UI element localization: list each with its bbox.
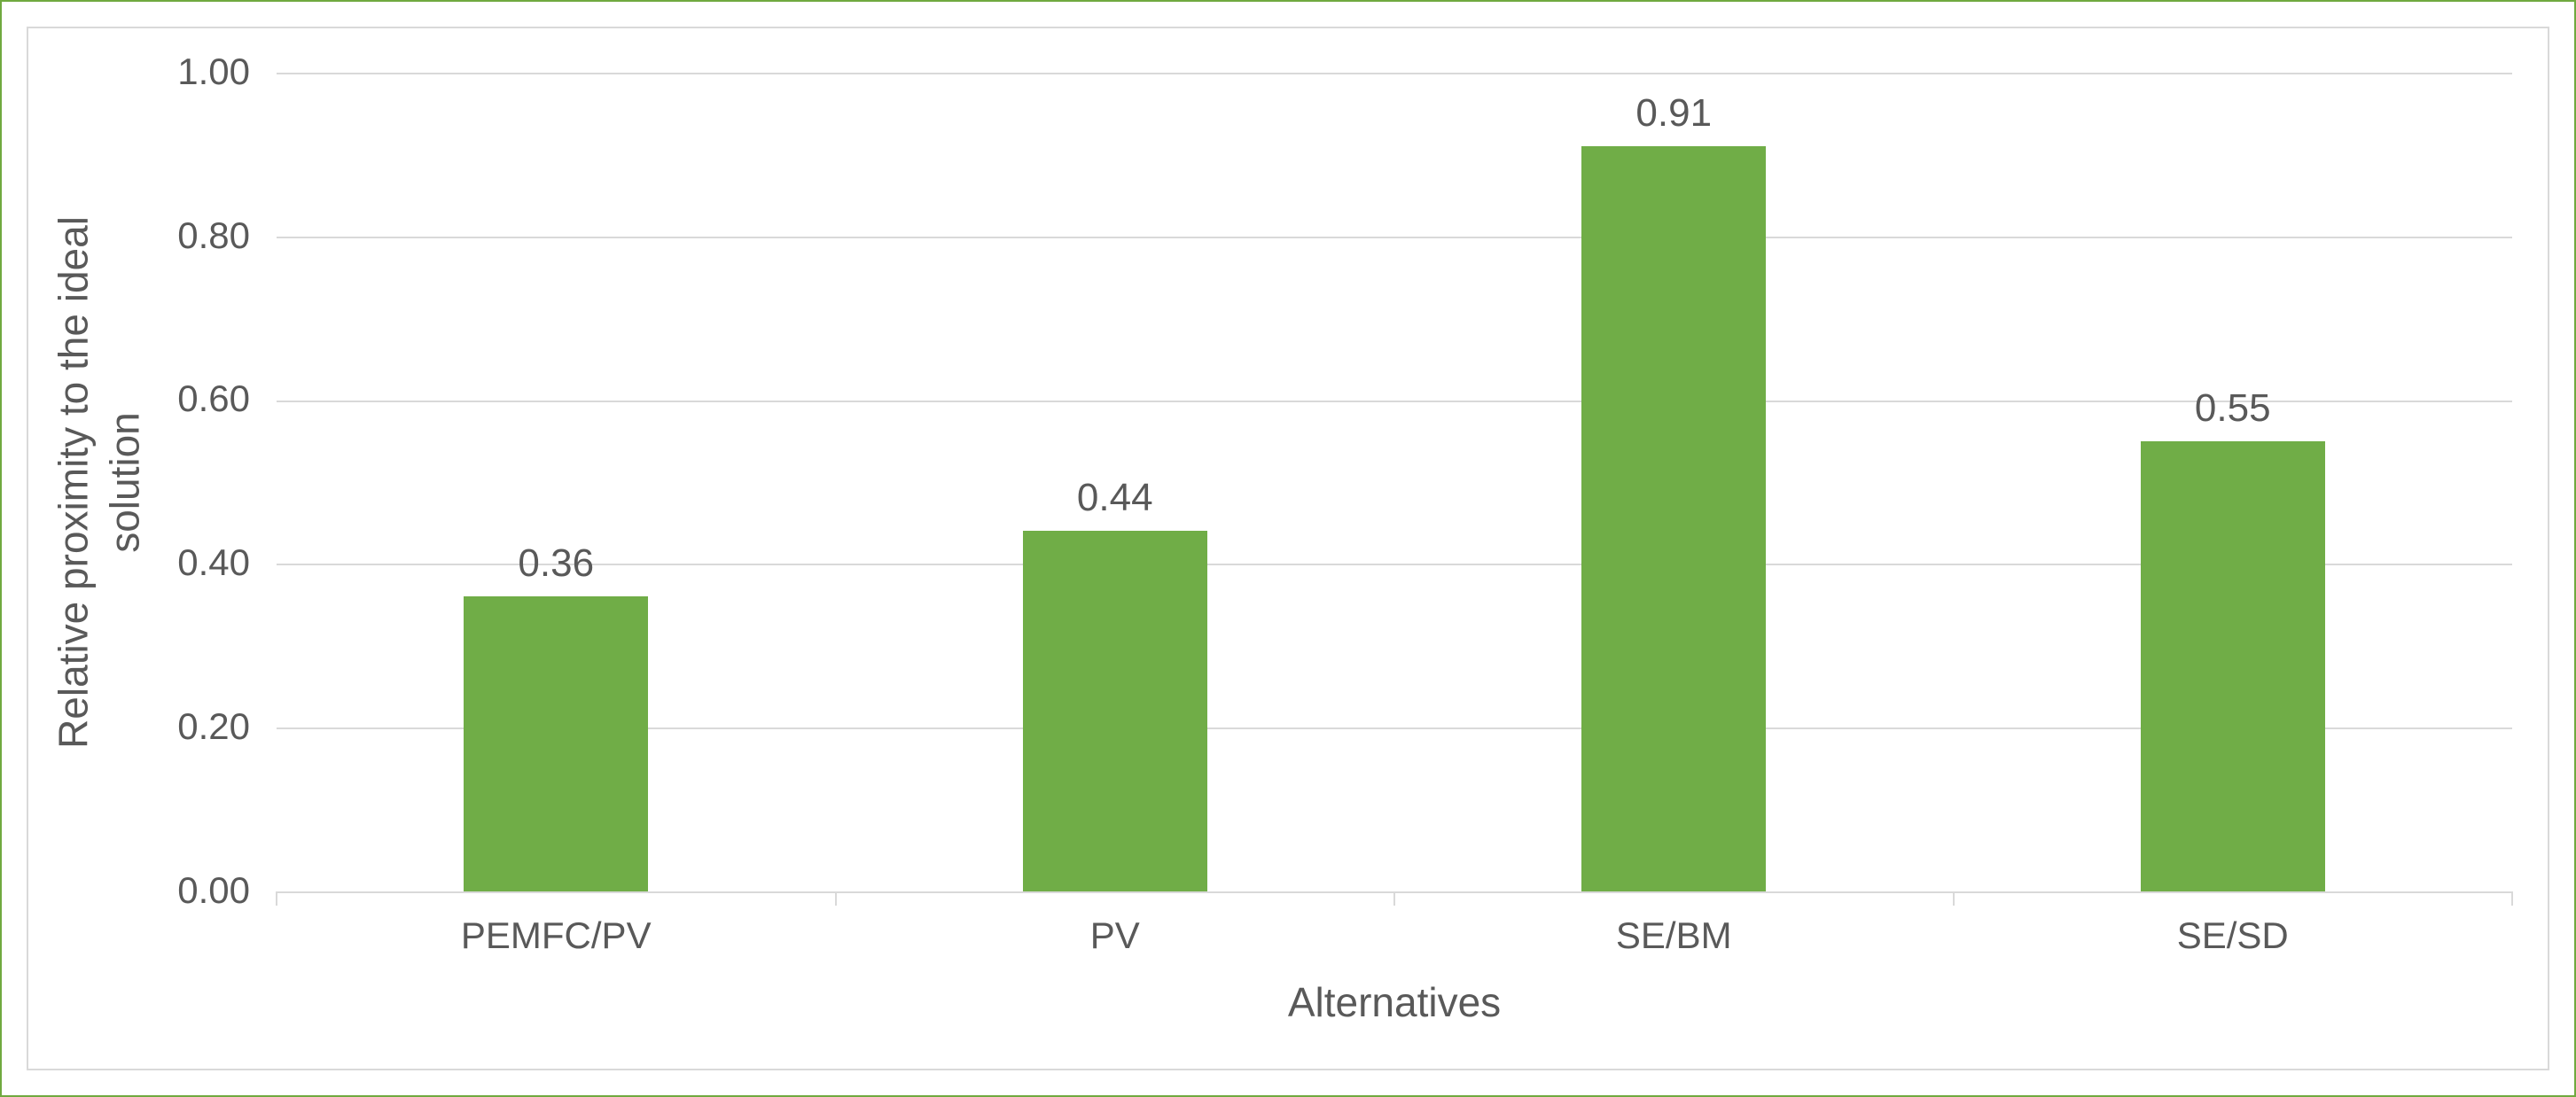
x-tick-mark [276,891,277,906]
y-tick-label: 0.80 [28,214,250,257]
data-label: 0.91 [1394,91,1954,136]
chart-inner-frame: Relative proximity to the ideal solution… [27,27,2549,1070]
y-tick-label: 0.20 [28,705,250,748]
x-category-label: PV [836,914,1395,957]
gridline [277,237,2512,238]
x-category-label: SE/SD [1954,914,2513,957]
data-label: 0.44 [836,476,1395,520]
y-tick-label: 0.40 [28,541,250,584]
gridline [277,73,2512,74]
bar [464,596,648,891]
x-category-label: SE/BM [1394,914,1954,957]
x-tick-mark [835,891,837,906]
y-tick-label: 1.00 [28,51,250,93]
x-tick-mark [1393,891,1395,906]
bar [2141,441,2325,891]
x-tick-mark [1953,891,1955,906]
chart-outer-frame: Relative proximity to the ideal solution… [0,0,2576,1097]
data-label: 0.36 [277,541,836,586]
data-label: 0.55 [1954,386,2513,431]
y-tick-label: 0.60 [28,377,250,420]
plot-area [277,73,2512,891]
chart-zone: Relative proximity to the ideal solution… [28,28,2548,1069]
x-tick-mark [2511,891,2513,906]
bar [1581,146,1766,891]
y-axis-title: Relative proximity to the ideal solution [49,73,151,891]
bar [1023,531,1207,891]
x-category-label: PEMFC/PV [277,914,836,957]
y-tick-label: 0.00 [28,869,250,912]
x-axis-title: Alternatives [277,978,2512,1026]
